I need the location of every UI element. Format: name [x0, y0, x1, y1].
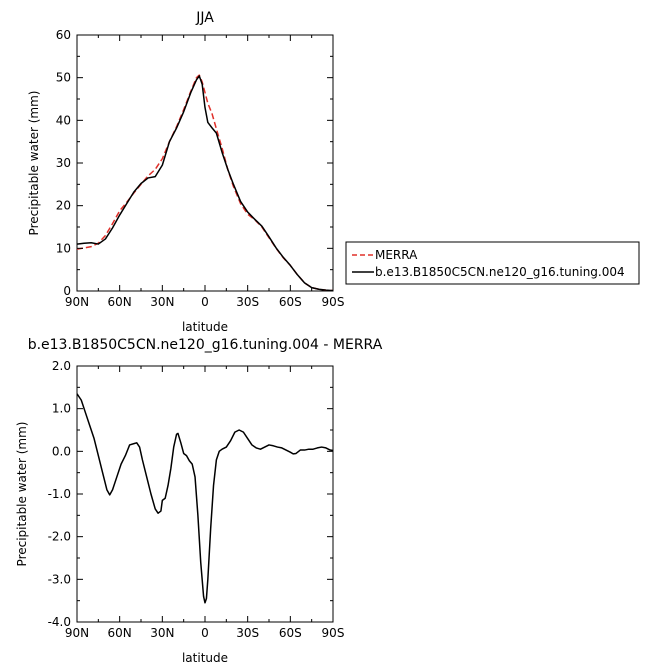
bottom-chart-x-tick-label-3: 0 — [201, 626, 209, 640]
legend-box — [345, 241, 640, 285]
top-chart-series-line-1 — [76, 75, 334, 292]
top-chart-x-tick-label-1: 60N — [108, 295, 132, 309]
bottom-chart-x-tick-label-2: 30N — [150, 626, 174, 640]
top-chart-title: JJA — [195, 10, 214, 26]
top-chart-series-group — [76, 74, 334, 292]
top-chart-y-axis-label: Precipitable water (mm) — [27, 91, 41, 236]
bottom-chart-y-axis-label: Precipitable water (mm) — [15, 422, 29, 567]
bottom-chart-x-axis-label: latitude — [182, 651, 228, 665]
bottom-chart-x-tick-label-5: 60S — [279, 626, 302, 640]
bottom-chart-y-tick-label-5: 1.0 — [52, 402, 71, 416]
bottom-chart: b.e13.B1850C5CN.ne120_g16.tuning.004 - M… — [15, 337, 383, 665]
bottom-chart-x-tick-label-0: 90N — [65, 626, 89, 640]
bottom-chart-x-tick-label-1: 60N — [108, 626, 132, 640]
bottom-chart-y-tick-label-3: -1.0 — [48, 487, 71, 501]
bottom-chart-ticks: 90N 60N 30N 0 30S 60S 90S -4.0 -3.0 -2.0 -1.0 0.0 1.… — [48, 359, 345, 640]
bottom-chart-x-tick-label-6: 90S — [322, 626, 345, 640]
bottom-chart-title: b.e13.B1850C5CN.ne120_g16.tuning.004 - M… — [28, 337, 383, 353]
top-chart-x-tick-label-0: 90N — [65, 295, 89, 309]
top-chart-y-tick-label-5: 50 — [56, 71, 71, 85]
legend-label-model: b.e13.B1850C5CN.ne120_g16.tuning.004 — [375, 265, 625, 279]
top-chart-y-tick-label-0: 0 — [63, 284, 71, 298]
top-chart-y-tick-label-6: 60 — [56, 28, 71, 42]
top-chart-plot-frame — [76, 34, 334, 292]
top-chart-x-axis-label: latitude — [182, 320, 228, 334]
bottom-chart-series-group — [76, 393, 334, 604]
top-chart-x-tick-label-4: 30S — [236, 295, 259, 309]
top-chart-x-tick-label-3: 0 — [201, 295, 209, 309]
top-chart-legend: MERRA b.e13.B1850C5CN.ne120_g16.tuning.0… — [345, 241, 640, 285]
top-chart-y-tick-label-3: 30 — [56, 156, 71, 170]
top-chart-x-tick-label-6: 90S — [322, 295, 345, 309]
bottom-chart-x-tick-label-4: 30S — [236, 626, 259, 640]
top-chart-y-tick-label-4: 40 — [56, 113, 71, 127]
top-chart: JJA 90N 60N 30N 0 30S 60S 90S 0 10 20 30 40 50 60 lat… — [27, 10, 640, 334]
top-chart-x-tick-label-5: 60S — [279, 295, 302, 309]
legend-label-merra: MERRA — [375, 248, 418, 262]
top-chart-y-tick-label-1: 10 — [56, 241, 71, 255]
bottom-chart-y-tick-label-1: -3.0 — [48, 572, 71, 586]
bottom-chart-plot-frame — [76, 365, 334, 623]
top-chart-x-tick-label-2: 30N — [150, 295, 174, 309]
bottom-chart-y-tick-label-4: 0.0 — [52, 444, 71, 458]
bottom-chart-y-tick-label-6: 2.0 — [52, 359, 71, 373]
bottom-chart-series-line-0 — [76, 393, 334, 604]
bottom-chart-y-tick-label-2: -2.0 — [48, 530, 71, 544]
top-chart-ticks: 90N 60N 30N 0 30S 60S 90S 0 10 20 30 40 50 60 — [56, 28, 345, 309]
bottom-chart-y-tick-label-0: -4.0 — [48, 615, 71, 629]
top-chart-y-tick-label-2: 20 — [56, 199, 71, 213]
